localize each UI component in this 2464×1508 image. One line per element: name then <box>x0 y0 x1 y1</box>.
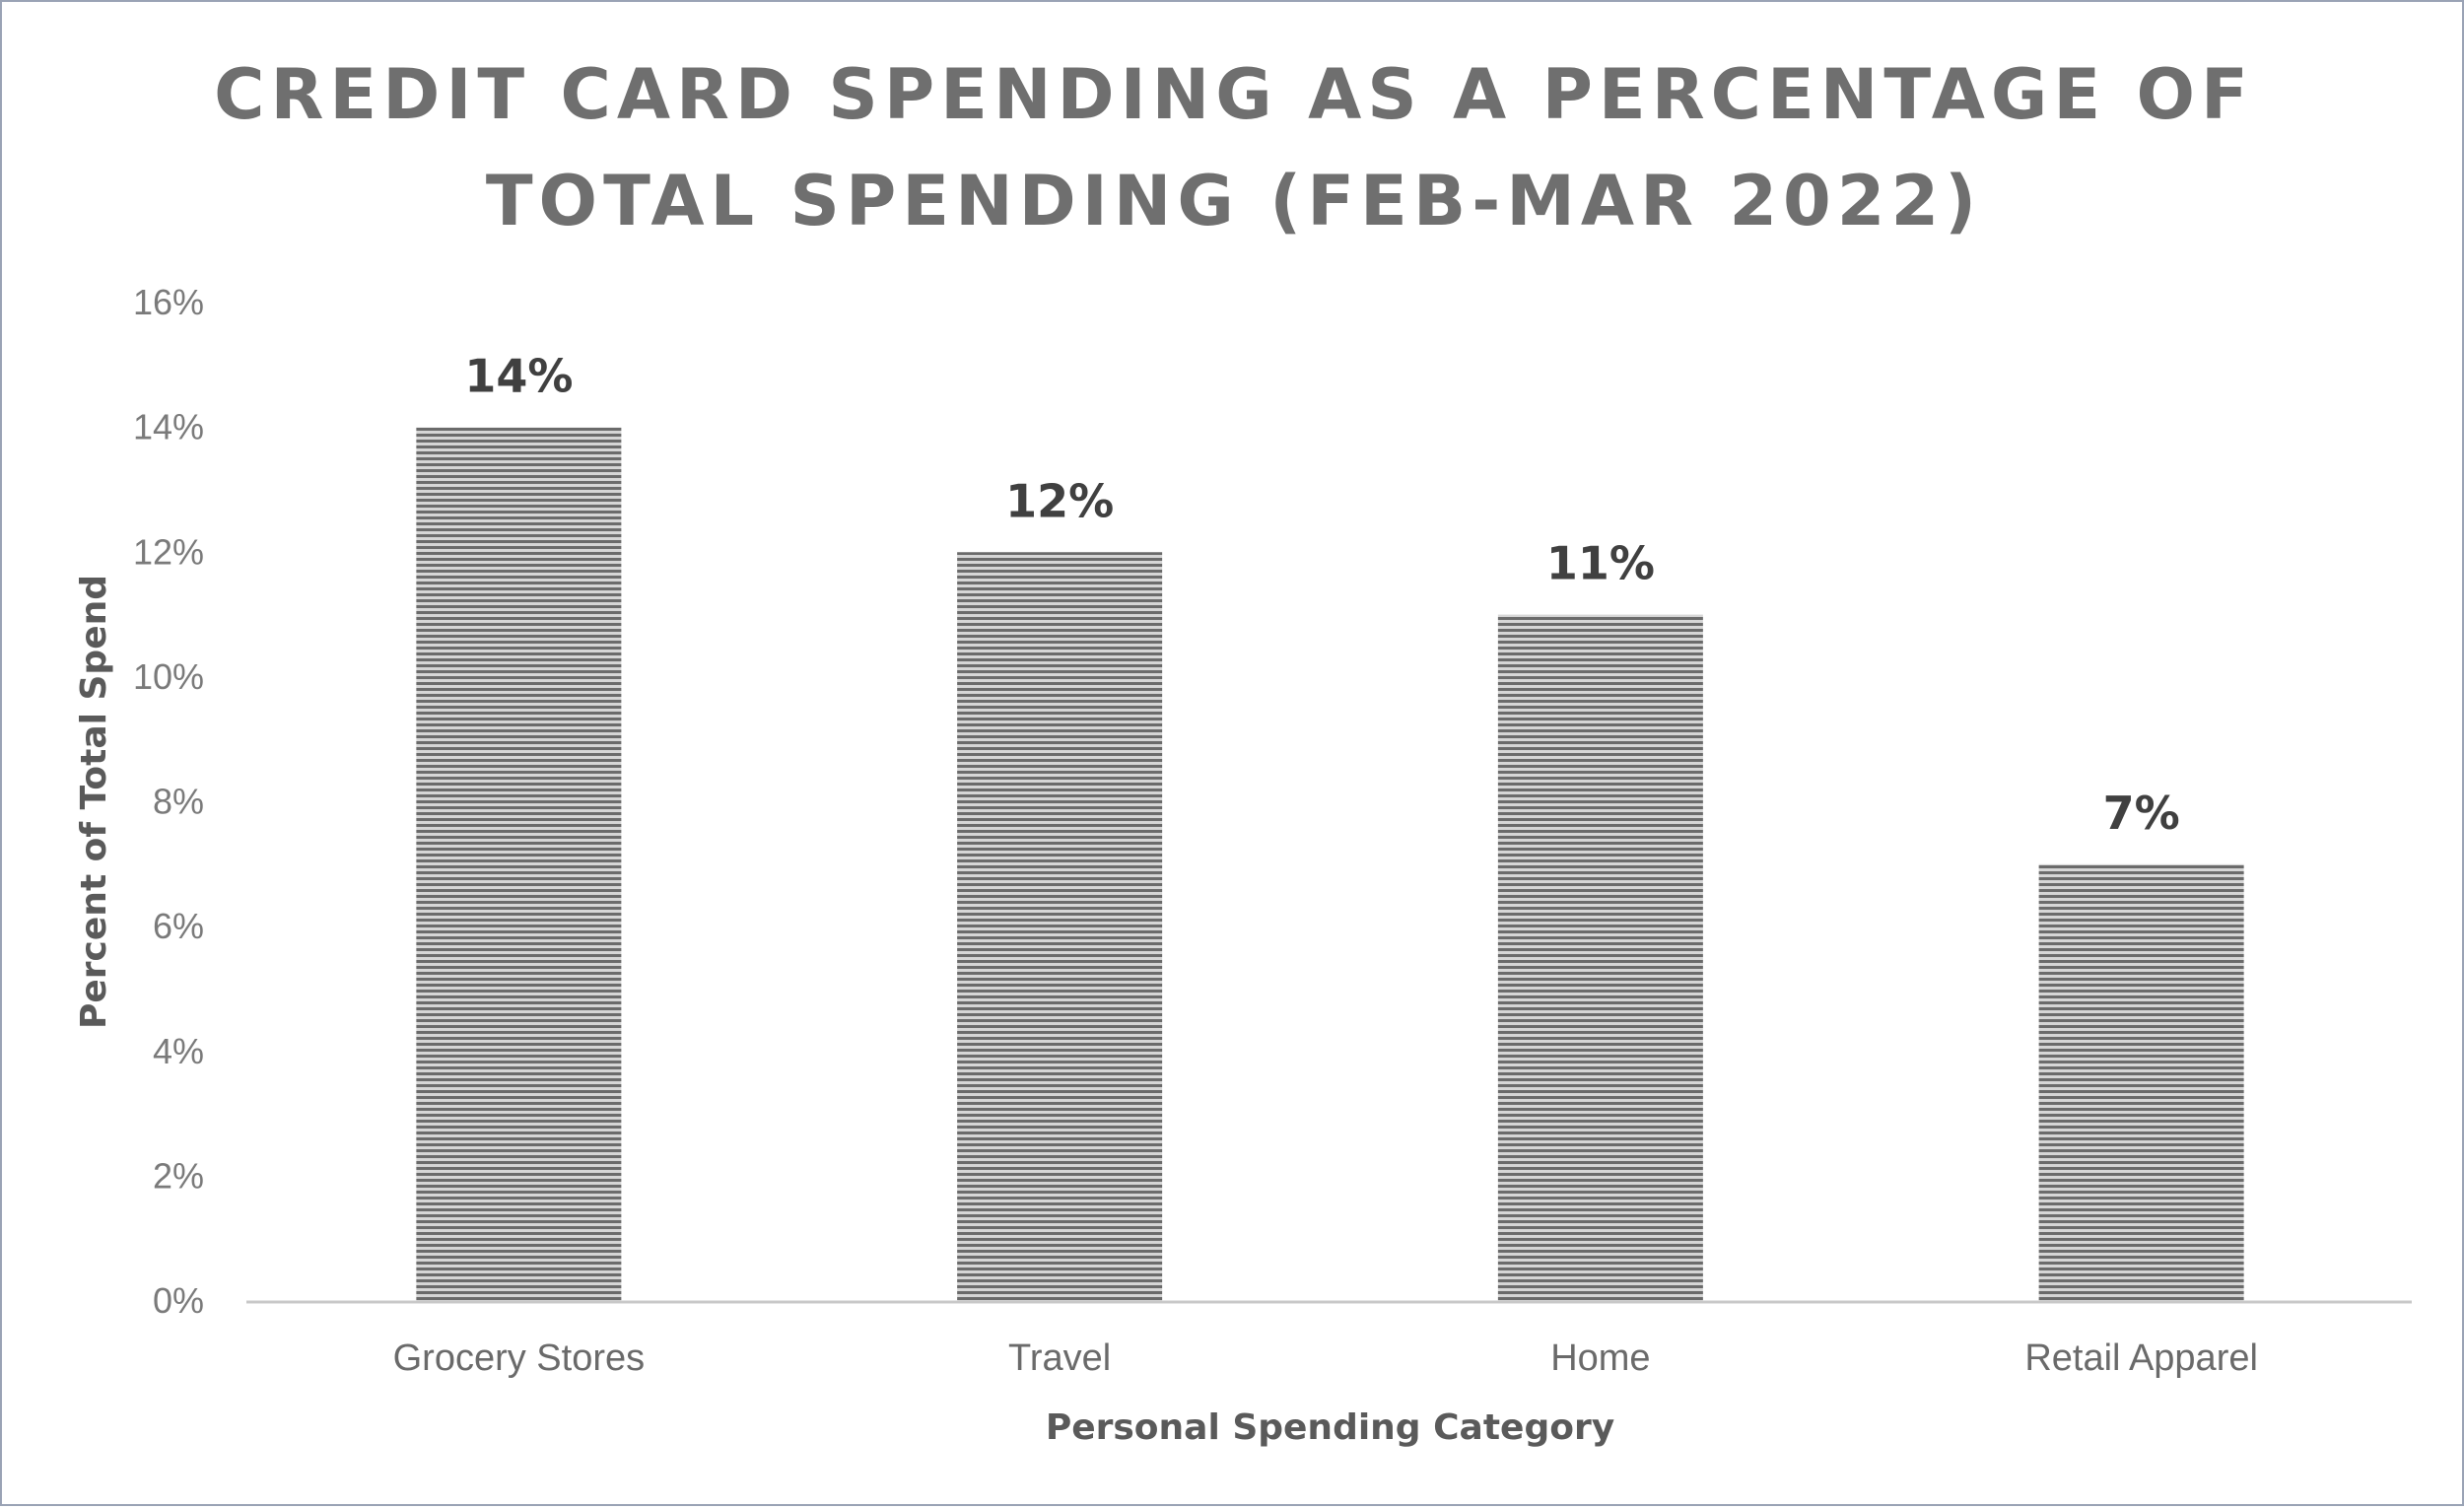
y-tick-label: 8% <box>153 782 204 822</box>
bar-travel <box>957 552 1163 1301</box>
data-label: 12% <box>1005 474 1114 527</box>
x-category-label: Retail Apparel <box>2024 1337 2258 1379</box>
x-category-label: Travel <box>1008 1337 1111 1379</box>
y-tick-label: 6% <box>153 906 204 946</box>
x-category-label: Grocery Stores <box>393 1337 646 1379</box>
y-tick-label: 2% <box>153 1155 204 1196</box>
y-tick-label: 16% <box>133 282 204 322</box>
bar-grocery-stores <box>416 427 622 1301</box>
y-tick-label: 12% <box>133 531 204 572</box>
x-axis-title: Personal Spending Category <box>1046 1407 1614 1448</box>
data-label: 7% <box>2103 787 2180 840</box>
chart-title-line-2: TOTAL SPENDING (FEB-MAR 2022) <box>485 161 1983 241</box>
y-tick-label: 14% <box>133 407 204 447</box>
data-label: 14% <box>464 350 573 403</box>
bars <box>416 427 2244 1301</box>
data-labels: 14% 12% 11% 7% <box>464 350 2179 840</box>
y-tick-label: 0% <box>153 1280 204 1321</box>
bar-home <box>1497 614 1703 1301</box>
x-axis-categories: Grocery Stores Travel Home Retail Apparel <box>393 1337 2258 1379</box>
chart-title-line-1: CREDIT CARD SPENDING AS A PERCENTAGE OF <box>214 54 2254 135</box>
data-label: 11% <box>1546 537 1655 590</box>
bar-retail-apparel <box>2038 863 2244 1301</box>
chart-title: CREDIT CARD SPENDING AS A PERCENTAGE OF … <box>2 41 2464 254</box>
y-axis-title: Percent of Total Spend <box>74 575 114 1029</box>
y-tick-label: 10% <box>133 656 204 697</box>
y-tick-label: 4% <box>153 1031 204 1071</box>
y-axis-ticks: 0% 2% 4% 6% 8% 10% 12% 14% 16% <box>133 282 204 1321</box>
x-category-label: Home <box>1550 1337 1650 1379</box>
